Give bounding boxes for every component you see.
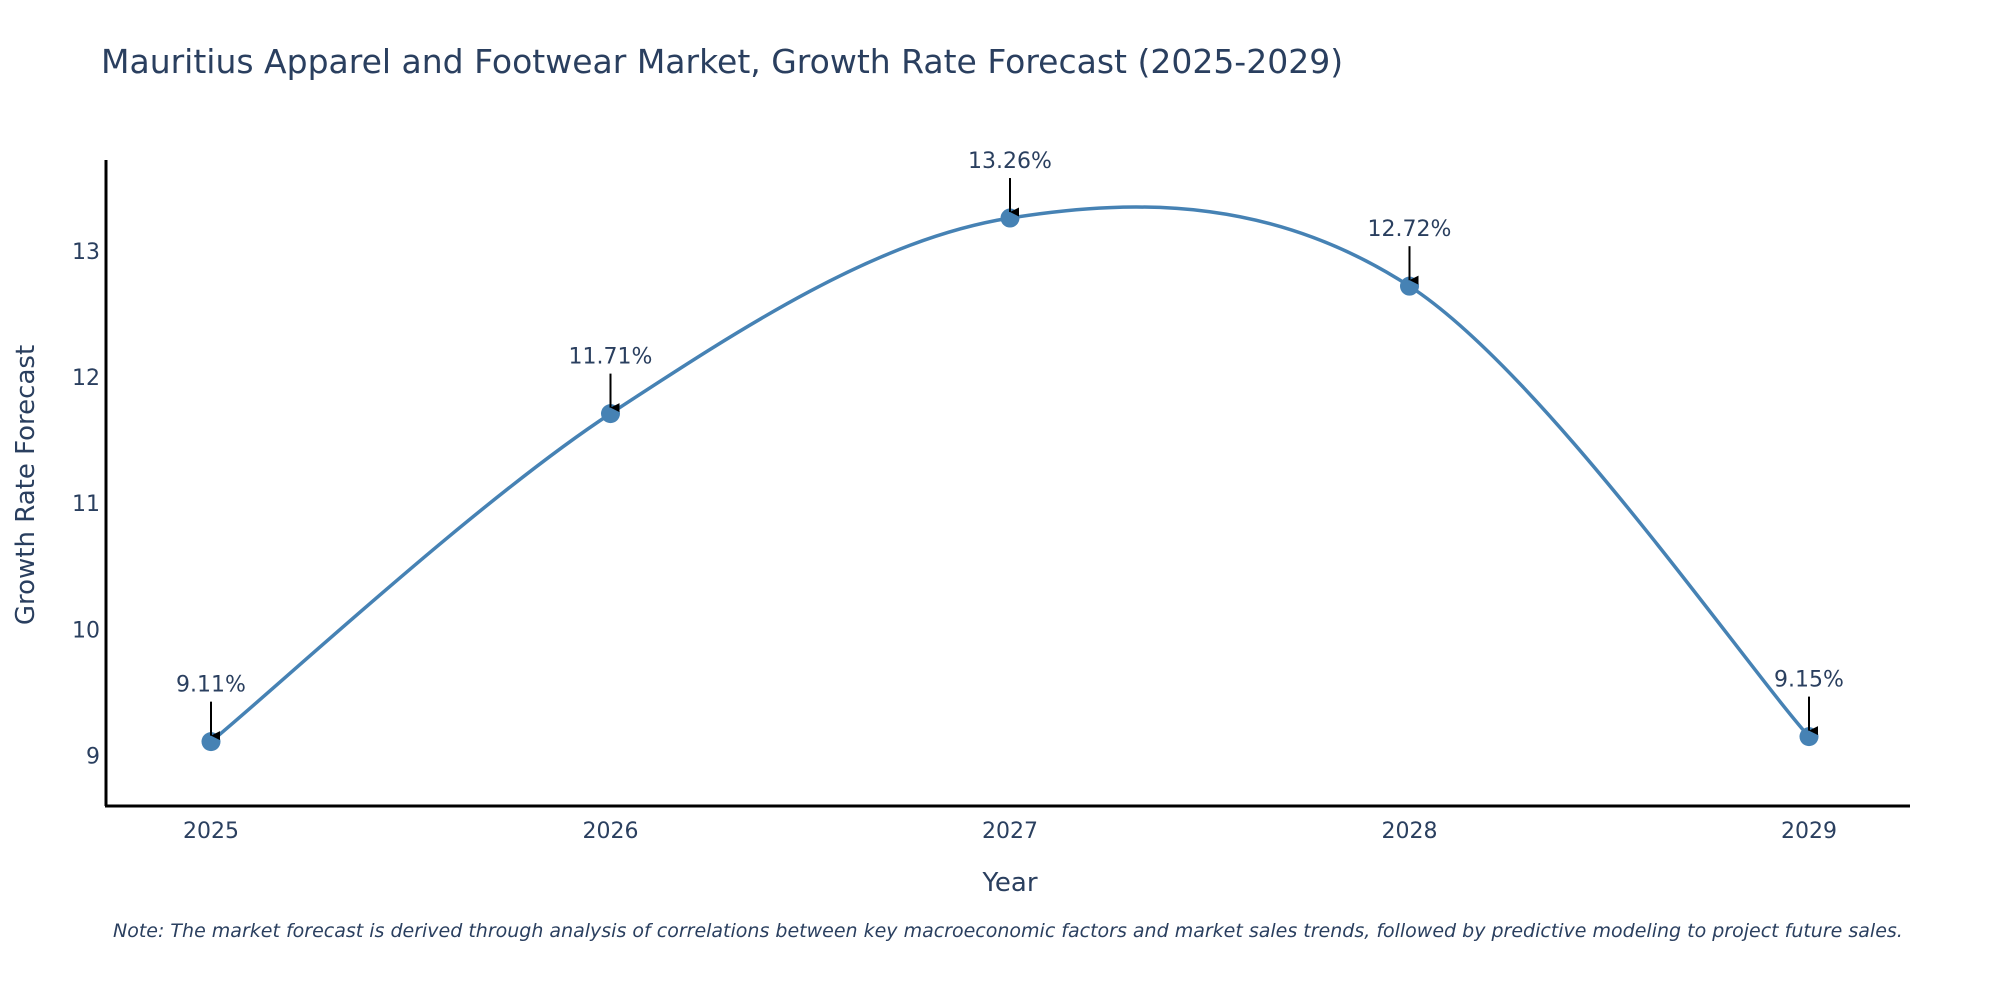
x-tick-labels: 2025 2026 2027 2028 2029 [183,819,1837,844]
y-tick-label: 9 [86,745,100,770]
y-tick-label: 13 [72,240,100,265]
y-tick-label: 12 [72,366,100,391]
data-label: 9.15% [1774,668,1844,693]
y-tick-label: 10 [72,618,100,643]
x-tick-label: 2026 [583,819,639,844]
data-label: 12.72% [1368,217,1452,242]
data-points [201,208,1819,752]
y-tick-label: 11 [72,492,100,517]
chart-title: Mauritius Apparel and Footwear Market, G… [101,42,1344,81]
data-label: 13.26% [968,149,1052,174]
x-tick-label: 2025 [183,819,239,844]
y-tick-labels: 9 10 11 12 13 [72,240,100,770]
data-label: 11.71% [569,345,653,370]
x-tick-label: 2028 [1382,819,1438,844]
data-labels: 9.11% 11.71% 13.26% 12.72% 9.15% [176,149,1844,741]
x-tick-label: 2029 [1781,819,1837,844]
y-axis-title: Growth Rate Forecast [11,345,41,625]
x-tick-label: 2027 [982,819,1038,844]
x-axis-title: Year [981,868,1037,898]
series-line [209,205,1811,744]
data-label: 9.11% [176,673,246,698]
footnote: Note: The market forecast is derived thr… [113,920,1903,942]
